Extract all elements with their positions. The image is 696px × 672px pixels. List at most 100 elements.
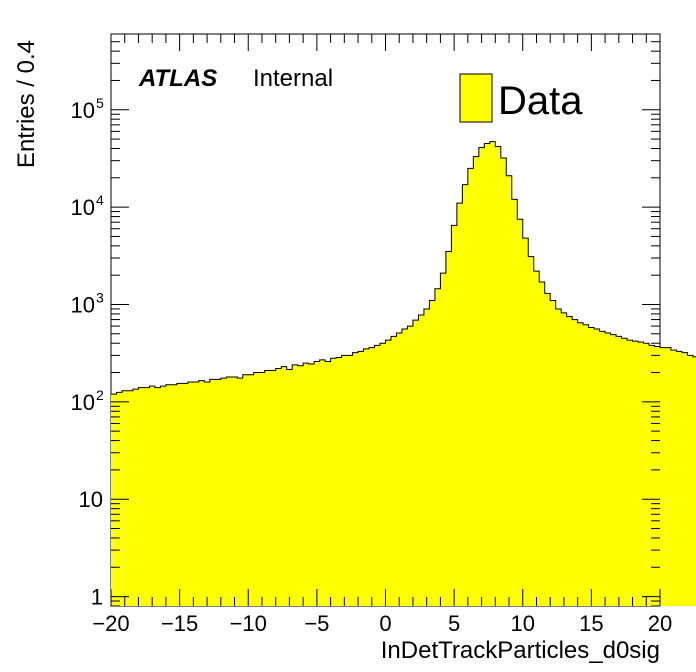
histogram-bin (605, 332, 611, 606)
histogram-bin (248, 374, 255, 606)
histogram-bin (632, 341, 639, 606)
histogram-bin (495, 146, 502, 606)
histogram-bin (649, 345, 655, 606)
histogram-bin (462, 184, 469, 606)
x-tick-label: −5 (304, 611, 329, 636)
histogram-bin (165, 384, 172, 606)
histogram-bin (171, 384, 178, 606)
histogram-bin (473, 156, 480, 606)
histogram-bin (594, 328, 600, 606)
histogram-bin (654, 346, 661, 606)
histogram-bin (401, 328, 408, 606)
x-tick-label: 5 (448, 611, 460, 636)
histogram-bin (336, 357, 342, 606)
x-tick-label: −10 (230, 611, 267, 636)
histogram-bin (154, 387, 161, 606)
histogram-bin (237, 378, 244, 606)
x-tick-label: −15 (161, 611, 198, 636)
histogram-bin (281, 366, 287, 606)
histogram-bin (544, 293, 551, 606)
y-axis-title: Entries / 0.4 (13, 40, 40, 168)
histogram-bin (226, 376, 233, 606)
histogram-bin (111, 394, 117, 606)
histogram-bin (423, 308, 430, 606)
histogram-bin (132, 389, 139, 606)
histogram-bin (303, 363, 309, 606)
histogram-bin (528, 256, 535, 606)
x-tick-label: 15 (579, 611, 603, 636)
histogram-bin (209, 379, 216, 606)
histogram-bin (308, 363, 315, 606)
histogram-bin (451, 225, 458, 606)
x-tick-label: 20 (648, 611, 672, 636)
histogram-bin (347, 355, 353, 606)
histogram-bin (176, 383, 183, 606)
histogram-bin (500, 157, 507, 606)
histogram-bin (478, 147, 485, 606)
histogram-bin (506, 175, 513, 606)
histogram-bin (319, 359, 326, 606)
x-tick-labels: −20 −15 −10 −5 0 5 10 15 20 (92, 611, 672, 636)
histogram-bin (270, 370, 276, 606)
histogram-bin (198, 380, 205, 606)
histogram-bin (566, 316, 573, 606)
histogram-bin (445, 251, 452, 606)
histogram-bin (363, 348, 370, 606)
atlas-status-label: Internal (253, 65, 333, 92)
histogram-bin (215, 379, 222, 606)
y-tick-label: 10 (79, 487, 103, 512)
histogram-bin (352, 352, 359, 606)
histogram-bin (550, 300, 556, 606)
histogram-bin (182, 383, 189, 606)
histogram-bin (314, 361, 320, 606)
histogram-bin (220, 378, 227, 606)
legend-swatch-data (459, 73, 493, 123)
histogram-bin (149, 386, 156, 606)
histogram-bin (407, 326, 414, 606)
histogram-bin (297, 365, 304, 606)
y-tick-exponent: 3 (96, 289, 104, 305)
histogram-bin (610, 334, 617, 606)
histogram-bin (533, 271, 540, 606)
histogram-bin (127, 390, 134, 606)
histogram-bin (390, 336, 397, 606)
histogram-bin (259, 372, 266, 606)
histogram-bin (193, 381, 200, 606)
histogram-bin (665, 347, 672, 606)
histogram-bin (369, 347, 375, 606)
histogram-bin (555, 308, 562, 606)
histogram-bin (522, 238, 529, 606)
histogram-bin (440, 273, 447, 606)
x-tick-label: 10 (511, 611, 535, 636)
histogram-bin (687, 355, 694, 606)
histogram-bin (292, 364, 298, 606)
histogram-bin (692, 356, 696, 606)
histogram-bin (681, 352, 688, 606)
histogram-bin (511, 199, 518, 606)
histogram-bin (138, 387, 145, 606)
histogram-bin (588, 327, 595, 606)
histogram-bin (561, 312, 567, 606)
x-tick-label: −20 (92, 611, 129, 636)
histogram-bin (434, 288, 441, 606)
y-tick-label: 10 (71, 292, 95, 317)
histogram-bin (380, 343, 386, 606)
y-tick-label: 10 (71, 98, 95, 123)
histogram-bin (627, 340, 633, 606)
histogram-bin (412, 320, 419, 606)
histogram-bin (187, 381, 194, 606)
x-axis-title: InDetTrackParticles_d0sig (381, 637, 660, 664)
histogram-bin (643, 343, 650, 606)
axis-ticks (110, 33, 661, 607)
histogram-bin (160, 386, 167, 606)
histogram-bin (275, 368, 282, 606)
histogram-bin (385, 340, 392, 606)
histogram-bin (572, 319, 578, 606)
histogram-bin (231, 376, 238, 606)
histogram-bin (253, 372, 260, 606)
histogram-outline (111, 141, 696, 395)
histogram-bin (583, 324, 589, 606)
histogram-bin (517, 219, 524, 607)
histogram-bin (374, 345, 381, 606)
